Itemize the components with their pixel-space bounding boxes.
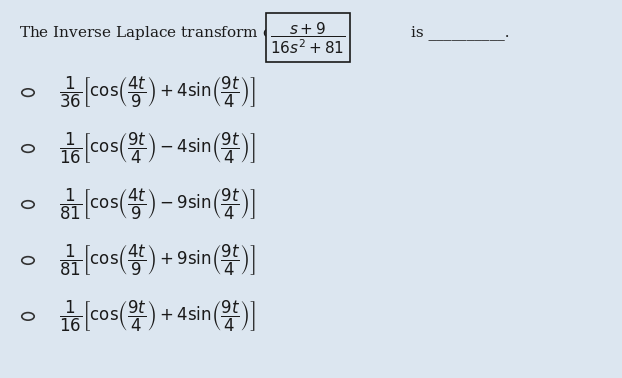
Text: $\dfrac{1}{81}\left[\cos\!\left(\dfrac{4t}{9}\right)-9\sin\!\left(\dfrac{9t}{4}\: $\dfrac{1}{81}\left[\cos\!\left(\dfrac{4… xyxy=(59,187,256,222)
Text: $\dfrac{s+9}{16s^2+81}$: $\dfrac{s+9}{16s^2+81}$ xyxy=(270,20,346,56)
Text: $\dfrac{1}{16}\left[\cos\!\left(\dfrac{9t}{4}\right)+4\sin\!\left(\dfrac{9t}{4}\: $\dfrac{1}{16}\left[\cos\!\left(\dfrac{9… xyxy=(59,299,256,334)
FancyBboxPatch shape xyxy=(266,13,350,62)
Text: $\dfrac{1}{16}\left[\cos\!\left(\dfrac{9t}{4}\right)-4\sin\!\left(\dfrac{9t}{4}\: $\dfrac{1}{16}\left[\cos\!\left(\dfrac{9… xyxy=(59,131,256,166)
Text: $\dfrac{1}{81}\left[\cos\!\left(\dfrac{4t}{9}\right)+9\sin\!\left(\dfrac{9t}{4}\: $\dfrac{1}{81}\left[\cos\!\left(\dfrac{4… xyxy=(59,243,256,278)
Text: is __________.: is __________. xyxy=(411,25,509,40)
Text: $\dfrac{1}{36}\left[\cos\!\left(\dfrac{4t}{9}\right)+4\sin\!\left(\dfrac{9t}{4}\: $\dfrac{1}{36}\left[\cos\!\left(\dfrac{4… xyxy=(59,75,256,110)
Text: The Inverse Laplace transform of $L^{-1}$: The Inverse Laplace transform of $L^{-1}… xyxy=(19,21,308,43)
